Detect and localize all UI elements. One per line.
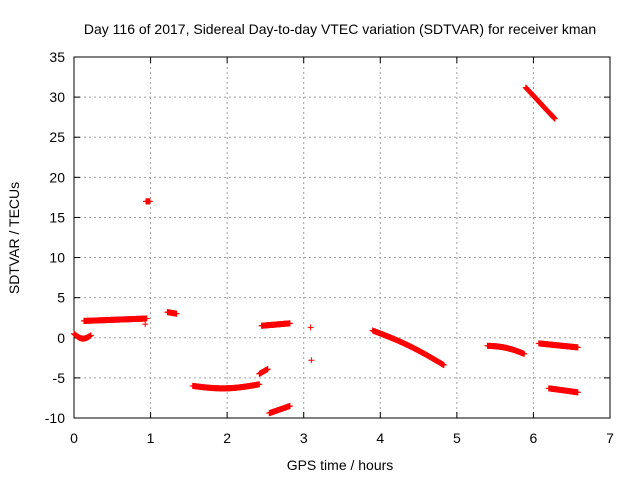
x-axis-label: GPS time / hours [287,457,394,473]
data-point [146,198,153,205]
data-point [143,315,150,322]
x-tick-label: 1 [147,430,155,446]
y-tick-label: 25 [49,129,65,145]
x-tick-label: 4 [376,430,384,446]
data-point [574,344,581,351]
x-tick-label: 7 [606,430,614,446]
data-point [256,381,263,388]
data-point [521,350,528,357]
data-point [173,310,180,317]
data-point-isolated [142,321,149,328]
y-tick-label: 20 [49,169,65,185]
axis-ticks [73,56,611,419]
y-tick-label: -5 [53,370,66,386]
x-tick-label: 2 [223,430,231,446]
y-tick-labels: -10 -5 0 5 10 15 20 25 30 35 [45,49,65,426]
y-tick-label: 5 [57,290,65,306]
x-tick-label: 6 [530,430,538,446]
x-tick-labels: 0 1 2 3 4 5 6 7 [70,430,614,446]
data-point [87,332,94,339]
data-point [286,320,293,327]
grid-lines [74,57,610,418]
y-tick-label: 30 [49,89,65,105]
data-point [286,402,293,409]
data-point [574,389,581,396]
y-tick-label: 0 [57,330,65,346]
x-tick-label: 0 [70,430,78,446]
y-tick-label: 10 [49,250,65,266]
y-axis-label: SDTVAR / TECUs [6,182,22,294]
data-points [71,84,581,417]
plot-frame [73,56,611,419]
chart-title: Day 116 of 2017, Sidereal Day-to-day VTE… [84,21,596,37]
data-point [440,362,447,369]
data-point-isolated [308,357,315,364]
data-point [551,115,558,122]
y-tick-label: 15 [49,209,65,225]
data-point-isolated [307,324,314,331]
data-point [264,366,271,373]
x-tick-label: 3 [300,430,308,446]
x-tick-label: 5 [453,430,461,446]
y-tick-label: 35 [49,49,65,65]
y-tick-label: -10 [45,410,65,426]
